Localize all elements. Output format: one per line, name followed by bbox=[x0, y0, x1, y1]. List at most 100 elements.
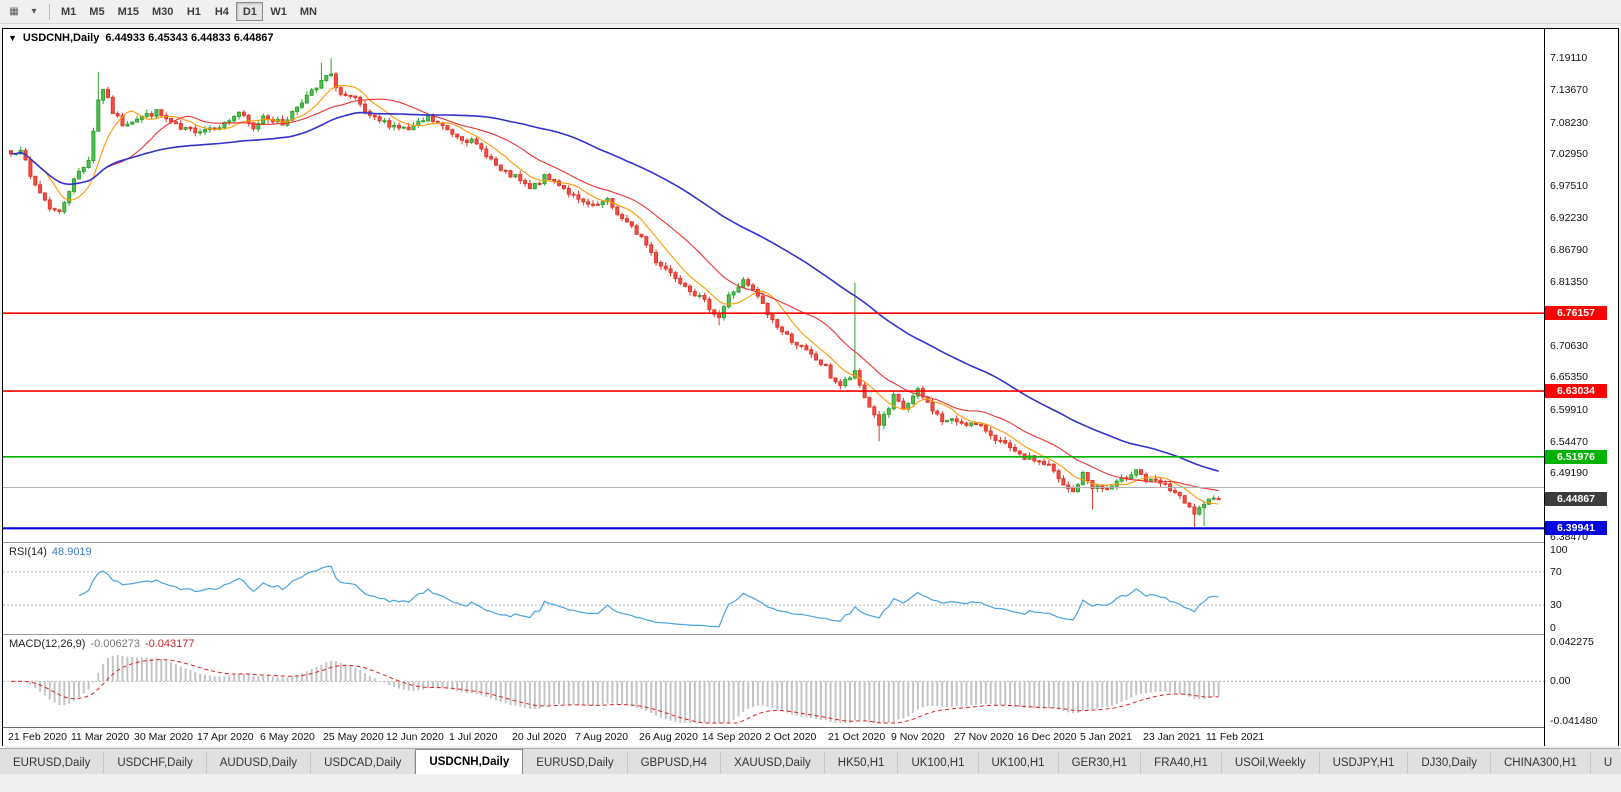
charts-grid-icon[interactable]: ▦ bbox=[9, 6, 19, 17]
time-axis-label: 25 May 2020 bbox=[323, 731, 384, 743]
candlestick-series bbox=[9, 58, 1221, 528]
price-level-badge: 6.44867 bbox=[1545, 492, 1607, 506]
chart-tab-dj30-daily[interactable]: DJ30,Daily bbox=[1408, 752, 1491, 774]
timeframe-button-m30[interactable]: M30 bbox=[151, 5, 174, 18]
time-axis-label: 27 Nov 2020 bbox=[954, 731, 1014, 743]
top-toolbar: ▦ ▾ M1 M5 M15 M30 H1 H4 D1 W1 MN bbox=[0, 0, 1621, 24]
macd-histogram bbox=[19, 655, 1220, 723]
time-axis-label: 2 Oct 2020 bbox=[765, 731, 817, 743]
macd-main-value: -0.006273 bbox=[90, 638, 140, 650]
rsi-panel-chart[interactable] bbox=[3, 543, 1544, 634]
price-chart[interactable] bbox=[3, 29, 1544, 542]
time-axis-label: 9 Nov 2020 bbox=[891, 731, 945, 743]
rsi-indicator-label: RSI(14) 48.9019 bbox=[9, 546, 92, 558]
timeframe-button-w1[interactable]: W1 bbox=[270, 5, 287, 18]
time-axis-label: 11 Mar 2020 bbox=[71, 731, 130, 743]
chart-tab-xauusd-daily[interactable]: XAUUSD,Daily bbox=[721, 752, 825, 774]
timeframe-group: M1 M5 M15 M30 H1 H4 D1 W1 MN bbox=[55, 2, 323, 21]
chart-tab-gbpusd-h4[interactable]: GBPUSD,H4 bbox=[628, 752, 722, 774]
chart-tab-uk100-h1[interactable]: UK100,H1 bbox=[898, 752, 979, 774]
price-tick-label: 6.86790 bbox=[1550, 244, 1588, 256]
chart-tab-china300-h1[interactable]: CHINA300,H1 bbox=[1491, 752, 1591, 774]
chart-window: ▼ USDCNH,Daily 6.44933 6.45343 6.44833 6… bbox=[2, 28, 1619, 746]
rsi-name: RSI(14) bbox=[9, 546, 47, 558]
price-tick-label: 6.65350 bbox=[1550, 371, 1588, 383]
time-axis-label: 21 Feb 2020 bbox=[8, 731, 67, 743]
time-axis-label: 11 Feb 2021 bbox=[1206, 731, 1265, 743]
chart-menu-icon[interactable]: ▾ bbox=[31, 6, 37, 17]
timeframe-button-m1[interactable]: M1 bbox=[61, 5, 77, 18]
indicator-scale-label: 70 bbox=[1550, 566, 1562, 578]
time-axis-label: 14 Sep 2020 bbox=[702, 731, 762, 743]
chart-tab-ger30-h1[interactable]: GER30,H1 bbox=[1059, 752, 1142, 774]
chart-tab-usoil-weekly[interactable]: USOil,Weekly bbox=[1222, 752, 1320, 774]
moving-average-20 bbox=[11, 98, 1219, 492]
indicator-scale-label: 0.042275 bbox=[1550, 636, 1594, 648]
timeframe-button-h1[interactable]: H1 bbox=[186, 5, 201, 18]
indicator-scale-label: 100 bbox=[1550, 544, 1568, 556]
time-axis[interactable]: 21 Feb 2020 11 Mar 2020 30 Mar 2020 17 Apr … bbox=[3, 727, 1544, 746]
chart-tab-fra40-h1[interactable]: FRA40,H1 bbox=[1141, 752, 1222, 774]
moving-average-8 bbox=[11, 85, 1219, 505]
macd-name: MACD(12,26,9) bbox=[9, 638, 86, 650]
chart-tab-uk100-h1[interactable]: UK100,H1 bbox=[979, 752, 1059, 774]
chart-tab-usdchf-daily[interactable]: USDCHF,Daily bbox=[104, 752, 207, 774]
time-axis-label: 12 Jun 2020 bbox=[386, 731, 444, 743]
price-level-badge: 6.63034 bbox=[1545, 384, 1607, 398]
time-axis-label: 30 Mar 2020 bbox=[134, 731, 193, 743]
chart-tab-eurusd-daily[interactable]: EURUSD,Daily bbox=[0, 752, 105, 774]
timeframe-button-d1[interactable]: D1 bbox=[236, 2, 264, 21]
time-axis-label: 20 Jul 2020 bbox=[512, 731, 567, 743]
price-tick-label: 7.02950 bbox=[1550, 148, 1588, 160]
price-tick-label: 7.08230 bbox=[1550, 117, 1588, 129]
rsi-value: 48.9019 bbox=[51, 546, 92, 558]
chart-tab-u[interactable]: U bbox=[1591, 752, 1621, 774]
price-tick-label: 6.92230 bbox=[1550, 212, 1588, 224]
time-axis-label: 6 May 2020 bbox=[260, 731, 315, 743]
price-tick-label: 7.13670 bbox=[1550, 84, 1588, 96]
toolbar-icons: ▦ ▾ bbox=[4, 3, 44, 21]
chart-title: ▼ USDCNH,Daily 6.44933 6.45343 6.44833 6… bbox=[8, 32, 274, 44]
price-tick-label: 6.97510 bbox=[1550, 180, 1588, 192]
chart-tab-usdcad-daily[interactable]: USDCAD,Daily bbox=[311, 752, 416, 774]
price-tick-label: 6.54470 bbox=[1550, 436, 1588, 448]
chart-tab-usdjpy-h1[interactable]: USDJPY,H1 bbox=[1320, 752, 1409, 774]
timeframe-button-mn[interactable]: MN bbox=[299, 5, 317, 18]
chart-tab-bar: EURUSD,Daily USDCHF,Daily AUDUSD,Daily USDC… bbox=[0, 748, 1621, 774]
price-tick-label: 6.59910 bbox=[1550, 404, 1588, 416]
timeframe-button-h4[interactable]: H4 bbox=[214, 5, 229, 18]
time-axis-label: 5 Jan 2021 bbox=[1080, 731, 1132, 743]
toolbar-separator bbox=[49, 3, 50, 20]
price-level-badge: 6.76157 bbox=[1545, 306, 1607, 320]
price-tick-label: 6.81350 bbox=[1550, 276, 1588, 288]
chart-tab-hk50-h1[interactable]: HK50,H1 bbox=[825, 752, 899, 774]
price-tick-label: 7.19110 bbox=[1550, 52, 1588, 64]
chart-ohlc-values: 6.44933 6.45343 6.44833 6.44867 bbox=[105, 32, 274, 44]
chart-collapse-icon[interactable]: ▼ bbox=[8, 33, 17, 43]
macd-indicator-label: MACD(12,26,9) -0.006273 -0.043177 bbox=[9, 638, 195, 650]
indicator-scale-label: -0.041480 bbox=[1550, 715, 1598, 727]
chart-tab-eurusd-daily[interactable]: EURUSD,Daily bbox=[523, 752, 628, 774]
price-level-badge: 6.51976 bbox=[1545, 450, 1607, 464]
time-axis-label: 26 Aug 2020 bbox=[639, 731, 698, 743]
macd-signal-value: -0.043177 bbox=[144, 638, 195, 650]
time-axis-label: 1 Jul 2020 bbox=[449, 731, 498, 743]
chart-symbol-label: USDCNH,Daily bbox=[22, 32, 100, 44]
chart-tab-audusd-daily[interactable]: AUDUSD,Daily bbox=[207, 752, 312, 774]
timeframe-button-m15[interactable]: M15 bbox=[117, 5, 139, 18]
time-axis-label: 17 Apr 2020 bbox=[197, 731, 254, 743]
price-axis[interactable]: 7.19110 7.13670 7.08230 7.02950 6.97510 6.922… bbox=[1545, 29, 1618, 746]
moving-average-55 bbox=[11, 111, 1219, 472]
chart-tab-usdcnh-daily[interactable]: USDCNH,Daily bbox=[415, 749, 524, 774]
main-rsi-separator[interactable] bbox=[3, 542, 1618, 543]
time-axis-label: 23 Jan 2021 bbox=[1143, 731, 1201, 743]
rsi-macd-separator[interactable] bbox=[3, 634, 1618, 635]
macd-panel-chart[interactable] bbox=[3, 635, 1544, 727]
price-axis-divider bbox=[1544, 29, 1545, 746]
timeframe-button-m5[interactable]: M5 bbox=[89, 5, 105, 18]
price-level-badge: 6.39941 bbox=[1545, 521, 1607, 535]
time-axis-label: 21 Oct 2020 bbox=[828, 731, 886, 743]
time-axis-label: 16 Dec 2020 bbox=[1017, 731, 1077, 743]
rsi-line bbox=[78, 565, 1219, 628]
